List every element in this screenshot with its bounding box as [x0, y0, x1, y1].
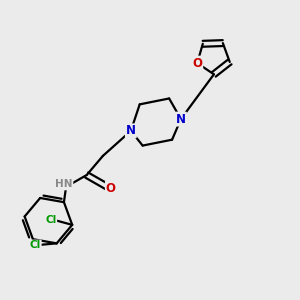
- Text: Cl: Cl: [30, 240, 41, 250]
- Text: O: O: [106, 182, 116, 195]
- Text: N: N: [176, 112, 186, 126]
- Text: N: N: [126, 124, 136, 137]
- Text: O: O: [192, 57, 202, 70]
- Text: HN: HN: [55, 179, 73, 190]
- Text: Cl: Cl: [45, 215, 56, 225]
